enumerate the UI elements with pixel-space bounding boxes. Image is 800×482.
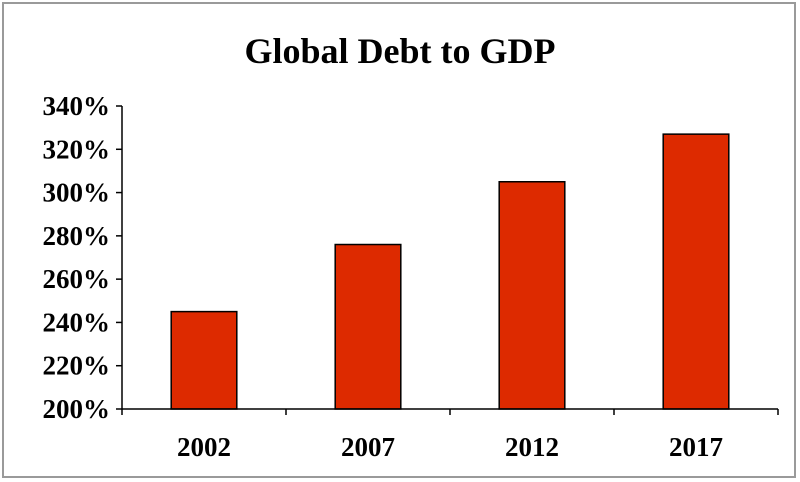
y-tick-label: 300% <box>43 178 111 208</box>
x-tick-label: 2002 <box>177 432 231 462</box>
x-ticks-group: 2002 2007 2012 2017 <box>121 409 779 462</box>
y-tick-label: 240% <box>43 307 111 337</box>
y-tick-label: 260% <box>43 264 111 294</box>
x-tick-label: 2017 <box>669 432 723 462</box>
bar-2012 <box>498 181 566 410</box>
y-ticks-group: 200% 220% 240% 260% 280% 300% 320% 340% <box>43 91 122 424</box>
y-tick-label: 320% <box>43 134 111 164</box>
x-tick-label: 2012 <box>505 432 559 462</box>
y-tick-label: 280% <box>43 221 111 251</box>
y-tick-label: 340% <box>43 91 111 121</box>
x-tick-label: 2007 <box>341 432 395 462</box>
chart-title: Global Debt to GDP <box>245 31 556 71</box>
bar-2017 <box>662 133 730 410</box>
y-tick-label: 200% <box>43 394 111 424</box>
bar-2002 <box>170 310 238 410</box>
bars-group <box>170 133 730 410</box>
bar-2007 <box>334 243 402 410</box>
y-tick-label: 220% <box>43 351 111 381</box>
